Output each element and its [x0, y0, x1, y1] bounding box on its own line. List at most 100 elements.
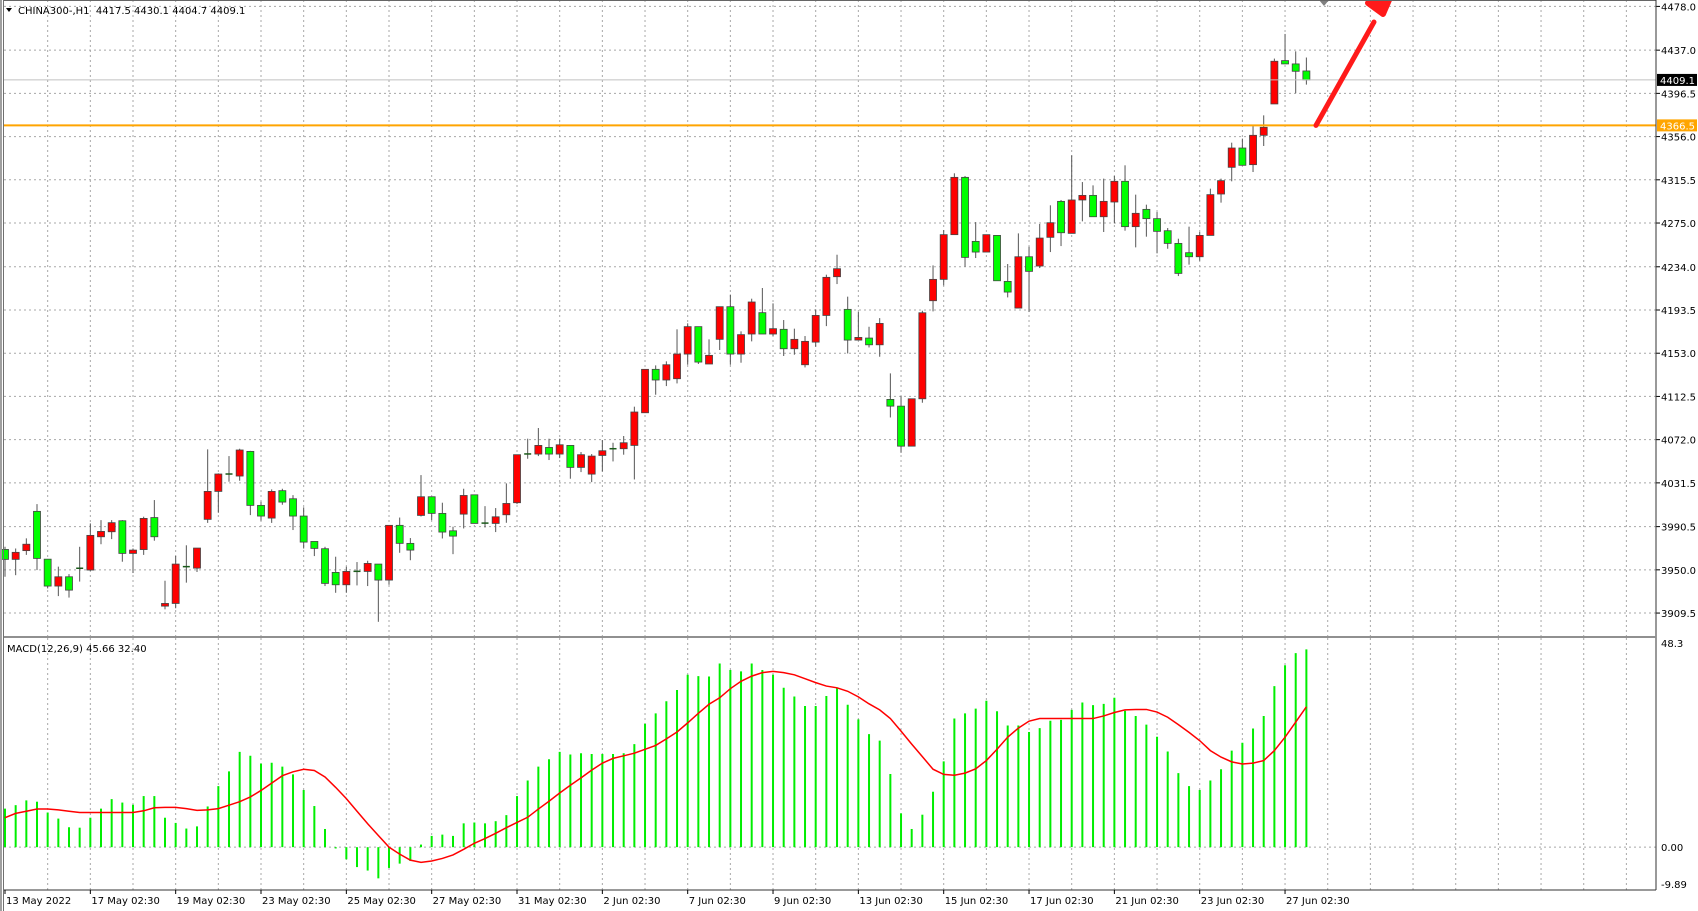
- candle: [1078, 182, 1087, 222]
- candle: [257, 501, 265, 521]
- candle: [1249, 126, 1257, 173]
- candle: [1014, 233, 1023, 309]
- candle: [1046, 205, 1055, 253]
- candle-body-bull: [267, 491, 276, 519]
- candle: [470, 494, 479, 524]
- candle: [374, 563, 383, 622]
- candle-body-bull: [459, 495, 468, 515]
- price-axis-label: 4234.0: [1661, 263, 1696, 274]
- candle-body-bear: [961, 176, 969, 258]
- candle-body-bear: [1, 549, 9, 560]
- candle: [1067, 155, 1076, 234]
- candle: [1185, 226, 1193, 265]
- candle-body-bear: [886, 399, 895, 407]
- candle-body-bear: [395, 524, 404, 544]
- time-axis-label: 27 May 02:30: [433, 896, 502, 907]
- candle-body-bear: [1142, 208, 1151, 220]
- chart-header[interactable]: CHINA300-,H1 4417.5 4430.1 4404.7 4409.1: [6, 6, 245, 17]
- candle: [86, 523, 95, 571]
- candle-body-bear: [1238, 147, 1247, 166]
- candle: [609, 442, 617, 462]
- candle: [662, 361, 671, 387]
- candle: [1003, 264, 1012, 298]
- candle: [1270, 58, 1279, 105]
- shift-marker-icon[interactable]: [1319, 0, 1329, 6]
- candle: [1099, 178, 1108, 232]
- candle: [865, 326, 873, 348]
- red-arrow-up-right[interactable]: [1313, 0, 1392, 128]
- candle-body-bull: [705, 354, 713, 365]
- candle: [118, 520, 127, 562]
- candle: [246, 450, 255, 516]
- candle-body-bear: [299, 515, 308, 543]
- candle-body-bear: [246, 450, 255, 506]
- left-border: [3, 0, 4, 911]
- candle-body-bull: [235, 449, 244, 477]
- candle: [11, 548, 20, 576]
- candle: [854, 312, 863, 341]
- candle-body-bull: [619, 442, 628, 450]
- candle-body-bull: [129, 549, 137, 554]
- candle: [353, 562, 361, 586]
- candle: [225, 456, 233, 482]
- candle: [182, 545, 190, 583]
- candle-body-bull: [769, 328, 777, 335]
- pane-separator[interactable]: [4, 636, 1656, 638]
- candle: [299, 507, 308, 549]
- candle: [705, 339, 713, 365]
- candle: [524, 438, 532, 459]
- candle-body-bull: [1078, 194, 1087, 201]
- candle-body-bull: [342, 571, 351, 586]
- candle-body-bear: [374, 563, 383, 581]
- candle-body-bull: [86, 534, 95, 571]
- candle: [534, 428, 543, 457]
- horizontal-line-tag: [1657, 119, 1697, 132]
- candle-body-bear: [779, 328, 788, 350]
- candle: [651, 365, 660, 395]
- candle: [619, 436, 628, 455]
- candle-body-bull: [363, 563, 372, 572]
- candle-body-bear: [971, 240, 980, 253]
- candle: [491, 508, 500, 533]
- candle: [993, 235, 1001, 282]
- candle: [630, 406, 639, 480]
- candle: [267, 489, 276, 523]
- candle-body-bull: [587, 455, 596, 475]
- triangle-down-icon[interactable]: [6, 8, 12, 12]
- candle-body-bull: [811, 315, 820, 343]
- candle-body-bull: [1195, 235, 1204, 258]
- candle: [235, 448, 244, 481]
- candle-body-bear: [1153, 218, 1161, 232]
- candle: [502, 483, 511, 523]
- candle-body-bear: [118, 520, 127, 554]
- candle: [43, 558, 52, 589]
- candle-body-bear: [438, 512, 447, 533]
- macd-pane: [4, 649, 1308, 879]
- bid-price-label: 4409.1: [1660, 76, 1695, 87]
- candle: [1057, 199, 1065, 247]
- candle-body-bull: [1014, 256, 1023, 309]
- candle-body-bear: [1302, 70, 1311, 81]
- candle-body-bull: [1259, 126, 1268, 136]
- candle: [310, 541, 319, 557]
- candle-body-bear: [1089, 194, 1097, 218]
- candle-body-bear: [651, 368, 660, 381]
- left-border: [0, 0, 2, 911]
- candle-body-bear: [1163, 230, 1172, 244]
- candle: [961, 175, 969, 267]
- candle: [843, 296, 852, 354]
- candle: [406, 538, 415, 561]
- price-axis-label: 4396.5: [1661, 89, 1696, 100]
- candle-body-bull: [1249, 134, 1257, 166]
- candle: [289, 495, 297, 531]
- candle: [1259, 115, 1268, 146]
- candles: [1, 33, 1311, 622]
- price-axis-label: 4153.0: [1661, 349, 1696, 360]
- arrow-shaft: [1313, 19, 1377, 128]
- candle: [598, 440, 607, 472]
- candle-body-bull: [737, 334, 745, 355]
- candle: [1142, 204, 1151, 237]
- candle-body-bull: [203, 491, 212, 520]
- candle-body-bull: [833, 268, 841, 278]
